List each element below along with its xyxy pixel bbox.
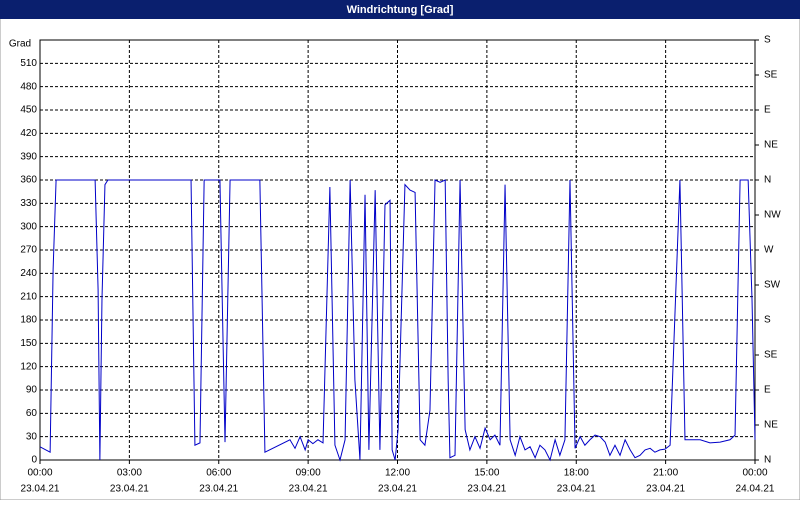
y2-tick-label: N [764, 175, 771, 186]
x-tick-label: 09:00 [296, 468, 321, 479]
y-axis-label: Grad [9, 39, 31, 50]
y2-tick-label: E [764, 385, 771, 396]
y2-tick-label: NW [764, 210, 781, 221]
y-tick-label: 480 [20, 81, 37, 92]
y2-tick-label: S [764, 35, 771, 46]
y2-tick-label: SE [764, 350, 778, 361]
data-line [39, 179, 756, 462]
x-tick-label: 24.04.21 [736, 484, 775, 495]
x-tick-label: 23.04.21 [557, 484, 596, 495]
x-tick-label: 23.04.21 [199, 484, 238, 495]
x-tick-label: 00:00 [742, 468, 767, 479]
x-tick-label: 12:00 [385, 468, 410, 479]
y2-tick-label: S [764, 315, 771, 326]
x-tick-label: 23.04.21 [646, 484, 685, 495]
y-tick-label: 330 [20, 198, 37, 209]
y-tick-label: 300 [20, 221, 37, 232]
x-tick-label: 23.04.21 [289, 484, 328, 495]
y2-tick-label: NE [764, 140, 778, 151]
y-tick-label: 420 [20, 128, 37, 139]
y-tick-label: 270 [20, 245, 37, 256]
y2-tick-label: SW [764, 280, 781, 291]
x-tick-label: 18:00 [564, 468, 589, 479]
x-tick-label: 23.04.21 [467, 484, 506, 495]
y-tick-label: 240 [20, 268, 37, 279]
x-tick-label: 21:00 [653, 468, 678, 479]
y-tick-label: 60 [26, 408, 38, 419]
y2-tick-label: NE [764, 420, 778, 431]
y2-tick-label: N [764, 455, 771, 466]
x-tick-label: 03:00 [117, 468, 142, 479]
y-tick-label: 90 [26, 385, 38, 396]
x-tick-label: 15:00 [474, 468, 499, 479]
y-tick-label: 30 [26, 431, 38, 442]
x-tick-label: 23.04.21 [110, 484, 149, 495]
y-tick-label: 510 [20, 58, 37, 69]
y-tick-label: 120 [20, 361, 37, 372]
x-tick-label: 23.04.21 [21, 484, 60, 495]
y2-tick-label: E [764, 105, 771, 116]
y-tick-label: 360 [20, 175, 37, 186]
x-tick-label: 00:00 [27, 468, 52, 479]
y2-tick-label: SE [764, 70, 778, 81]
chart-title: Windrichtung [Grad] [347, 4, 454, 16]
x-tick-label: 06:00 [206, 468, 231, 479]
y-tick-label: 180 [20, 315, 37, 326]
y2-tick-label: W [764, 245, 774, 256]
y-tick-label: 390 [20, 151, 37, 162]
y-tick-label: 150 [20, 338, 37, 349]
x-tick-label: 23.04.21 [378, 484, 417, 495]
title-bar [0, 0, 800, 19]
plot-border [39, 39, 756, 461]
y-tick-label: 450 [20, 105, 37, 116]
y-tick-label: 210 [20, 291, 37, 302]
y-tick-label: 0 [31, 455, 37, 466]
